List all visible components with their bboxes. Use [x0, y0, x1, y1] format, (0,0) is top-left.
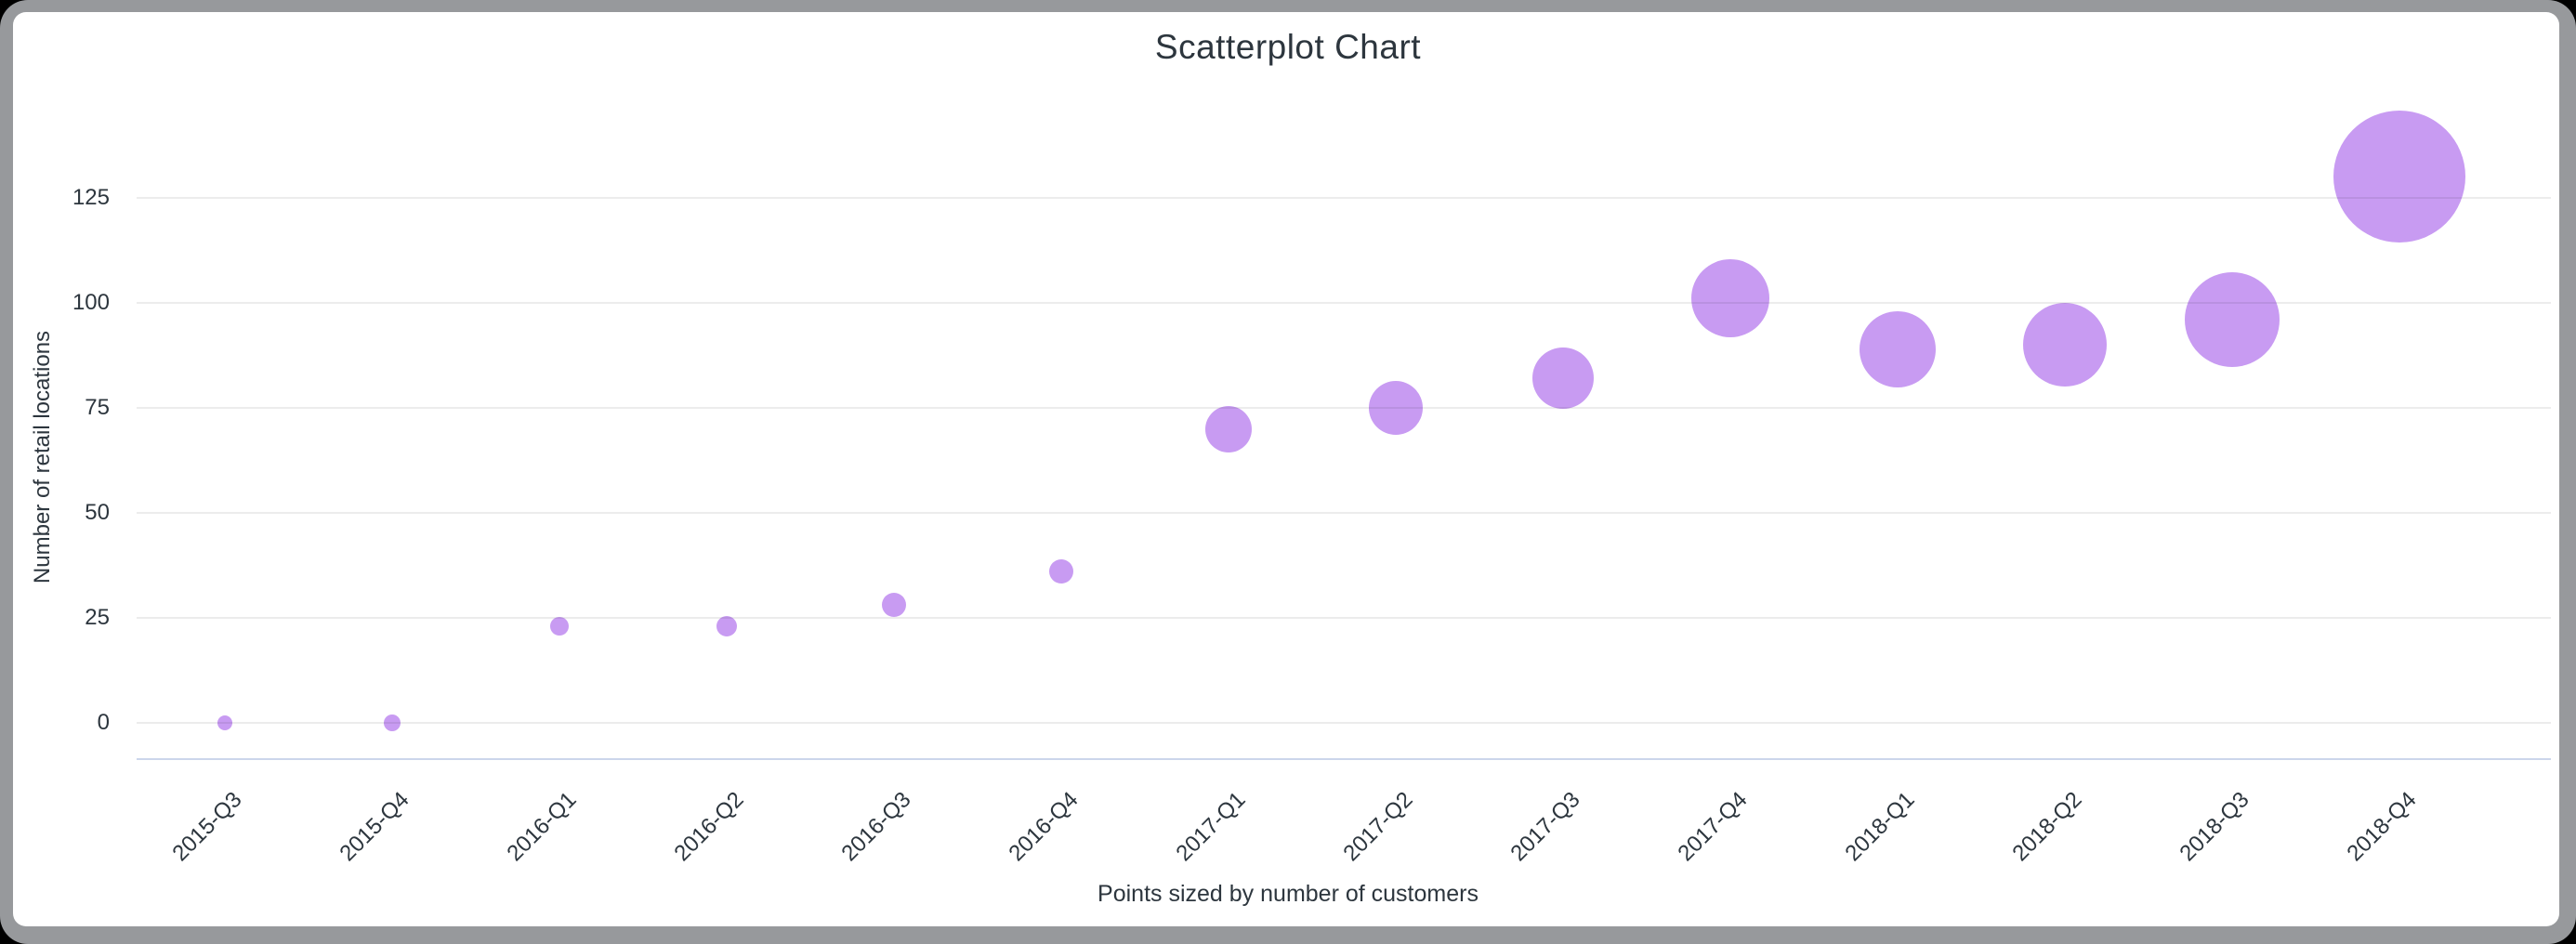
data-point-2018-Q1[interactable] [1860, 310, 1936, 387]
x-tick-label-2016-Q1: 2016-Q1 [502, 787, 582, 867]
x-tick-label-2018-Q2: 2018-Q2 [2007, 787, 2087, 867]
data-point-2016-Q4[interactable] [1049, 559, 1073, 584]
data-point-2017-Q4[interactable] [1691, 259, 1769, 338]
data-point-2016-Q1[interactable] [550, 617, 569, 636]
data-point-2015-Q3[interactable] [217, 715, 232, 730]
x-tick-label-2017-Q2: 2017-Q2 [1338, 787, 1418, 867]
x-tick-label-2015-Q3: 2015-Q3 [167, 787, 247, 867]
y-tick-label-50: 50 [85, 500, 110, 525]
gridline-y-50 [137, 512, 2551, 514]
y-tick-label-0: 0 [97, 710, 110, 735]
data-point-2017-Q3[interactable] [1532, 347, 1594, 410]
chart-card [13, 12, 2559, 926]
x-tick-label-2018-Q4: 2018-Q4 [2342, 787, 2422, 867]
data-point-2017-Q1[interactable] [1205, 405, 1252, 452]
x-tick-label-2015-Q4: 2015-Q4 [335, 787, 414, 867]
data-point-2016-Q3[interactable] [882, 593, 906, 618]
data-point-2016-Q2[interactable] [716, 616, 737, 637]
data-point-2015-Q4[interactable] [384, 715, 401, 731]
x-tick-label-2017-Q4: 2017-Q4 [1673, 787, 1753, 867]
gridline-y-25 [137, 617, 2551, 619]
gridline-y-0 [137, 722, 2551, 724]
x-tick-label-2018-Q1: 2018-Q1 [1840, 787, 1920, 867]
y-axis-title: Number of retail locations [30, 330, 55, 584]
y-tick-label-100: 100 [72, 290, 110, 315]
data-point-2017-Q2[interactable] [1369, 381, 1423, 435]
data-point-2018-Q2[interactable] [2023, 303, 2107, 387]
x-tick-label-2016-Q3: 2016-Q3 [836, 787, 916, 867]
x-tick-label-2017-Q1: 2017-Q1 [1171, 787, 1251, 867]
y-tick-label-25: 25 [85, 605, 110, 630]
chart-title: Scatterplot Chart [1154, 28, 1422, 66]
gridline-y-125 [137, 197, 2551, 199]
x-tick-label-2016-Q4: 2016-Q4 [1004, 787, 1084, 867]
x-tick-label-2017-Q3: 2017-Q3 [1505, 787, 1585, 867]
x-tick-label-2018-Q3: 2018-Q3 [2175, 787, 2254, 867]
x-axis-line [137, 758, 2551, 760]
size-legend-caption: Points sized by number of customers [1097, 881, 1479, 907]
gridline-y-100 [137, 302, 2551, 304]
data-point-2018-Q4[interactable] [2333, 111, 2465, 243]
y-tick-label-75: 75 [85, 395, 110, 420]
y-tick-label-125: 125 [72, 185, 110, 210]
data-point-2018-Q3[interactable] [2185, 272, 2280, 368]
gridline-y-75 [137, 407, 2551, 409]
x-tick-label-2016-Q2: 2016-Q2 [669, 787, 749, 867]
